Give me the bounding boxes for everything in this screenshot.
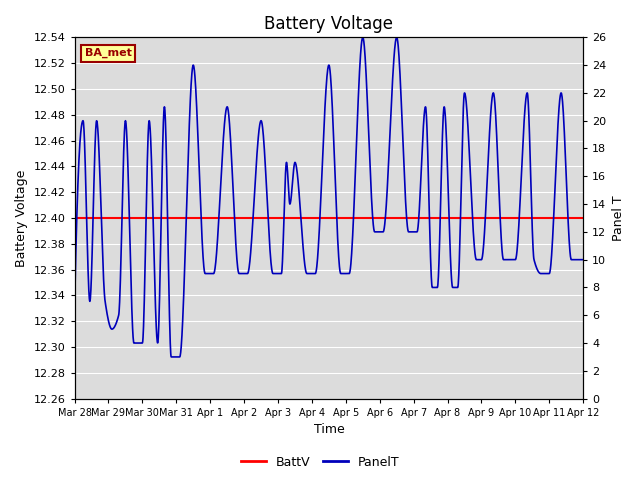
Y-axis label: Panel T: Panel T [612,195,625,241]
X-axis label: Time: Time [314,423,344,436]
Y-axis label: Battery Voltage: Battery Voltage [15,169,28,267]
Text: BA_met: BA_met [84,48,132,59]
Title: Battery Voltage: Battery Voltage [264,15,394,33]
Legend: BattV, PanelT: BattV, PanelT [236,451,404,474]
